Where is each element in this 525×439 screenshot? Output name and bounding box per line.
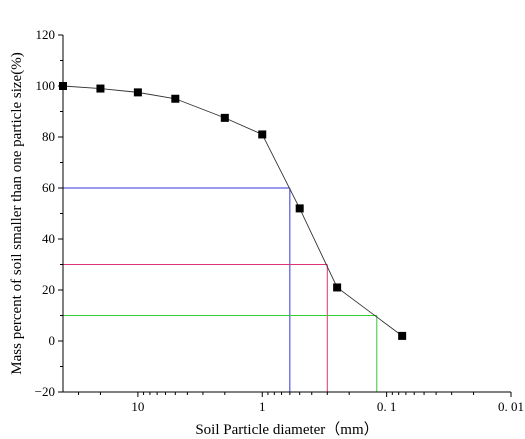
y-tick-label: 0: [49, 333, 56, 348]
data-point: [220, 113, 229, 122]
y-tick-label: 40: [42, 231, 55, 246]
data-point: [398, 331, 407, 340]
y-axis-title: Mass percent of soil smaller than one pa…: [9, 52, 25, 374]
x-tick-label: 0. 01: [498, 399, 524, 414]
axes: −20 0 20 40 60 80 100 120 10 1 0. 1 0. 01: [35, 27, 524, 414]
data-series: [59, 82, 407, 340]
data-point: [333, 283, 342, 292]
x-axis-title: Soil Particle diameter（mm）: [195, 421, 378, 438]
y-tick-label: 60: [42, 180, 55, 195]
x-tick-label: 10: [131, 399, 144, 414]
reference-lines: [63, 187, 378, 392]
series-line: [62, 85, 403, 337]
data-point: [171, 94, 180, 103]
x-tick-label: 0. 1: [377, 399, 397, 414]
y-tick-label: 80: [42, 129, 55, 144]
y-tick-label: −20: [35, 384, 55, 399]
y-tick-label: 20: [42, 282, 55, 297]
x-tick-label: 1: [259, 399, 266, 414]
y-tick-label: 100: [36, 78, 56, 93]
data-point: [96, 84, 105, 93]
data-point: [133, 88, 142, 97]
data-point: [295, 204, 304, 213]
y-tick-label: 120: [36, 27, 56, 42]
data-point: [258, 130, 267, 139]
data-point: [59, 82, 67, 90]
